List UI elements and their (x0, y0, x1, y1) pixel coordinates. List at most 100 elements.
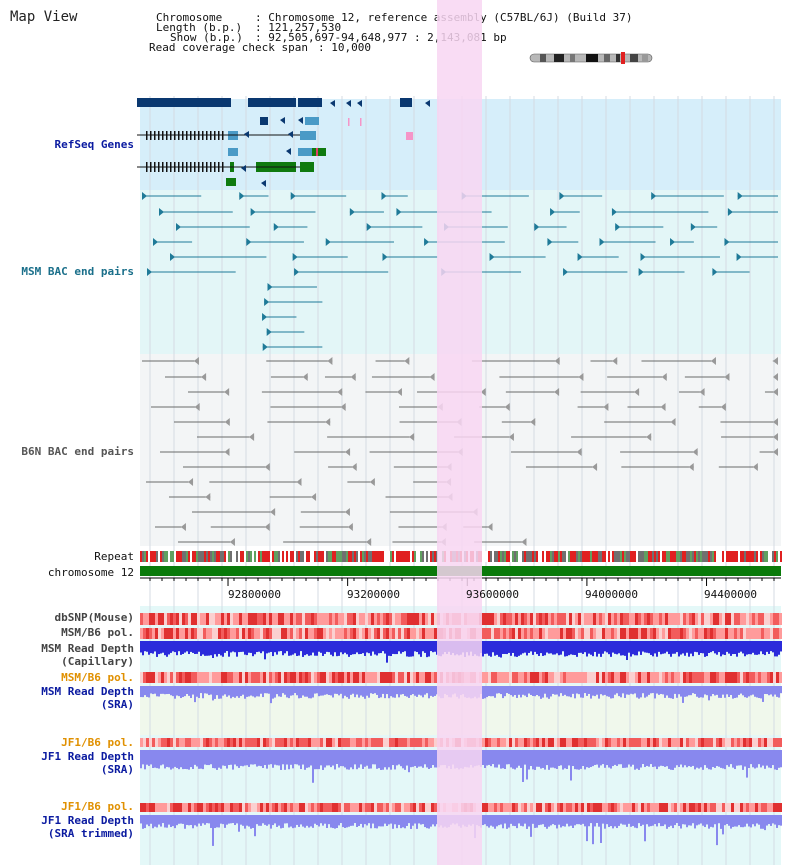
jf1-b6-pol-strip-2 (164, 803, 167, 812)
b6n-bac-end (311, 493, 317, 501)
msm-bac-end (727, 208, 733, 216)
repeat-segment (490, 551, 492, 562)
refseq-gene-arrow (241, 165, 246, 172)
jf1-depth-trim-bar (770, 815, 772, 826)
dbsnp-strip (734, 613, 737, 625)
msm-b6-pol-strip-2 (755, 672, 758, 683)
msm-depth-sra-bar (672, 686, 674, 699)
chromosome-ideogram[interactable] (528, 52, 654, 64)
jf1-depth-bar (704, 750, 706, 766)
jf1-depth-bar (492, 750, 494, 765)
msm-depth-capillary-bar (402, 641, 404, 653)
msm-b6-pol-strip-2 (407, 672, 410, 683)
jf1-depth-bar (702, 750, 704, 770)
repeat-segment (190, 551, 192, 562)
jf1-depth-bar (498, 750, 500, 765)
jf1-depth-bar (320, 750, 322, 766)
msm-depth-capillary-bar (234, 641, 236, 653)
repeat-segment (406, 551, 408, 562)
jf1-b6-pol-strip-2 (272, 803, 275, 812)
msm-b6-pol-strip (230, 628, 233, 639)
msm-depth-capillary-bar (554, 641, 556, 655)
dbsnp-strip (356, 613, 359, 625)
msm-b6-pol-strip (548, 628, 551, 639)
msm-depth-capillary-bar (300, 641, 302, 652)
jf1-depth-trim-bar (508, 815, 510, 828)
refseq-gene-block (260, 117, 268, 125)
jf1-b6-pol-strip-2 (155, 803, 158, 812)
jf1-b6-pol-strip (731, 738, 734, 747)
jf1-b6-pol-strip-2 (212, 803, 215, 812)
repeat-segment (540, 551, 542, 562)
refseq-exon (214, 162, 216, 172)
msm-depth-capillary-bar (710, 641, 712, 653)
dbsnp-strip (251, 613, 254, 625)
jf1-b6-pol-strip (680, 738, 683, 747)
dbsnp-strip (266, 613, 269, 625)
dbsnp-strip (539, 613, 542, 625)
jf1-b6-pol-strip (170, 738, 173, 747)
jf1-depth-trim-bar (160, 815, 162, 827)
jf1-b6-pol-strip-2 (521, 803, 524, 812)
jf1-depth-bar (234, 750, 236, 765)
jf1-depth-bar (714, 750, 716, 768)
msm-depth-sra-bar (292, 686, 294, 696)
msm-depth-capillary-bar (640, 641, 642, 655)
msm-bac-end (489, 253, 495, 261)
msm-depth-sra-bar (260, 686, 262, 694)
jf1-depth-bar (370, 750, 372, 769)
jf1-b6-pol-strip (308, 738, 311, 747)
msm-b6-pol-strip-2 (548, 672, 551, 683)
msm-b6-pol-strip-2 (149, 672, 152, 683)
jf1-depth-trim-bar (512, 815, 514, 826)
msm-depth-sra-bar (570, 686, 572, 698)
jf1-depth-trim-bar (528, 815, 530, 827)
msm-depth-sra-bar (652, 686, 654, 694)
msm-depth-sra-bar (268, 686, 270, 694)
msm-depth-sra-bar (728, 686, 730, 698)
repeat-segment (574, 551, 576, 562)
msm-depth-capillary-bar (184, 641, 186, 653)
jf1-b6-pol-strip (614, 738, 617, 747)
repeat-segment (712, 551, 714, 562)
repeat-segment (552, 551, 554, 562)
dbsnp-strip (398, 613, 401, 625)
jf1-b6-pol-strip-2 (203, 803, 206, 812)
jf1-depth-bar (556, 750, 558, 769)
msm-depth-capillary-bar (360, 641, 362, 654)
repeat-segment (664, 551, 666, 562)
jf1-b6-pol-strip (185, 738, 188, 747)
jf1-depth-trim-bar (180, 815, 182, 824)
msm-depth-capillary-bar (272, 641, 274, 657)
jf1-depth-trim-bar (616, 815, 618, 829)
jf1-b6-pol-strip (266, 738, 269, 747)
repeat-segment (580, 551, 582, 562)
jf1-b6-pol-strip-2 (731, 803, 734, 812)
dbsnp-strip (419, 613, 422, 625)
jf1-b6-pol-strip (719, 738, 722, 747)
jf1-depth-bar (342, 750, 344, 767)
jf1-depth-bar (218, 750, 220, 768)
msm-b6-pol-strip (263, 628, 266, 639)
repeat-segment (168, 551, 170, 562)
msm-b6-pol-strip-2 (239, 672, 242, 683)
msm-depth-sra-bar (150, 686, 152, 694)
jf1-b6-pol-strip (272, 738, 275, 747)
jf1-depth-bar (286, 750, 288, 765)
jf1-depth-trim-bar (380, 815, 382, 827)
jf1-depth-trim-bar (230, 815, 232, 824)
msm-depth-capillary-bar (482, 641, 484, 657)
jf1-b6-pol-strip-2 (332, 803, 335, 812)
jf1-b6-pol-strip-2 (227, 803, 230, 812)
jf1-depth-trim-bar (182, 815, 184, 824)
jf1-depth-trim-bar (234, 815, 236, 826)
jf1-b6-pol-strip-2 (656, 803, 659, 812)
jf1-depth-bar (378, 750, 380, 769)
jf1-depth-bar (656, 750, 658, 770)
jf1-depth-trim-bar (744, 815, 746, 827)
jf1-b6-pol-strip (425, 738, 428, 747)
repeat-segment (330, 551, 332, 562)
b6n-bac-end (508, 433, 514, 441)
refseq-marker (348, 118, 350, 126)
